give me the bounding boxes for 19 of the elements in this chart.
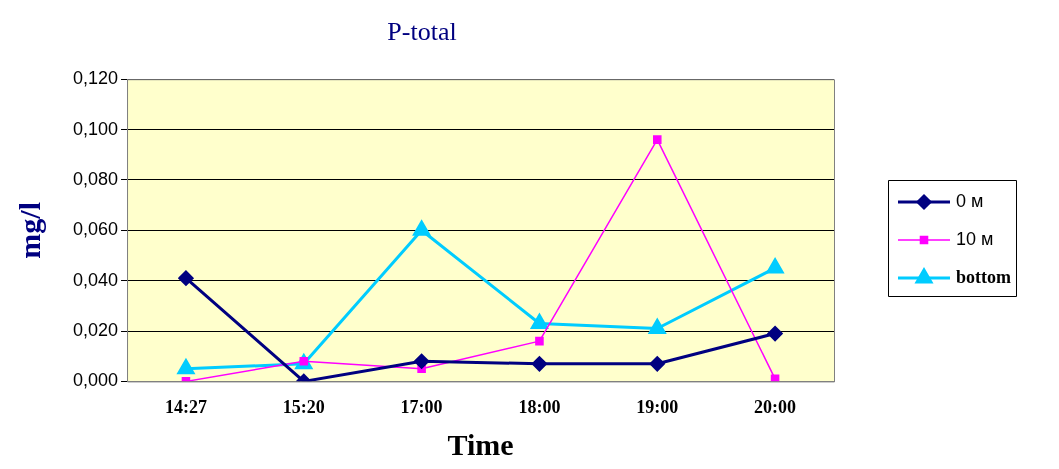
legend-label: bottom [956, 266, 1011, 287]
x-axis-title: Time [447, 427, 514, 461]
x-tick-label: 14:27 [164, 396, 207, 417]
x-tick-label: 20:00 [754, 396, 797, 417]
x-tick-label: 17:00 [400, 396, 443, 417]
y-tick-label: 0,020 [73, 320, 119, 340]
y-tick-label: 0,040 [73, 269, 119, 290]
x-tick-label: 15:20 [282, 396, 325, 417]
chart-title: P-total [387, 17, 457, 47]
legend-label: 0 м [956, 190, 984, 211]
y-axis-title: mg/l [12, 201, 46, 259]
x-tick-label: 19:00 [636, 396, 679, 417]
y-tick-label: 0,060 [73, 219, 119, 240]
y-tick-label: 0,120 [73, 68, 119, 89]
y-tick-label: 0,080 [73, 168, 119, 189]
y-tick-label: 0,000 [73, 370, 119, 391]
x-tick-label: 18:00 [518, 396, 561, 417]
legend-label: 10 м [956, 228, 994, 249]
y-tick-label: 0,100 [73, 118, 119, 139]
